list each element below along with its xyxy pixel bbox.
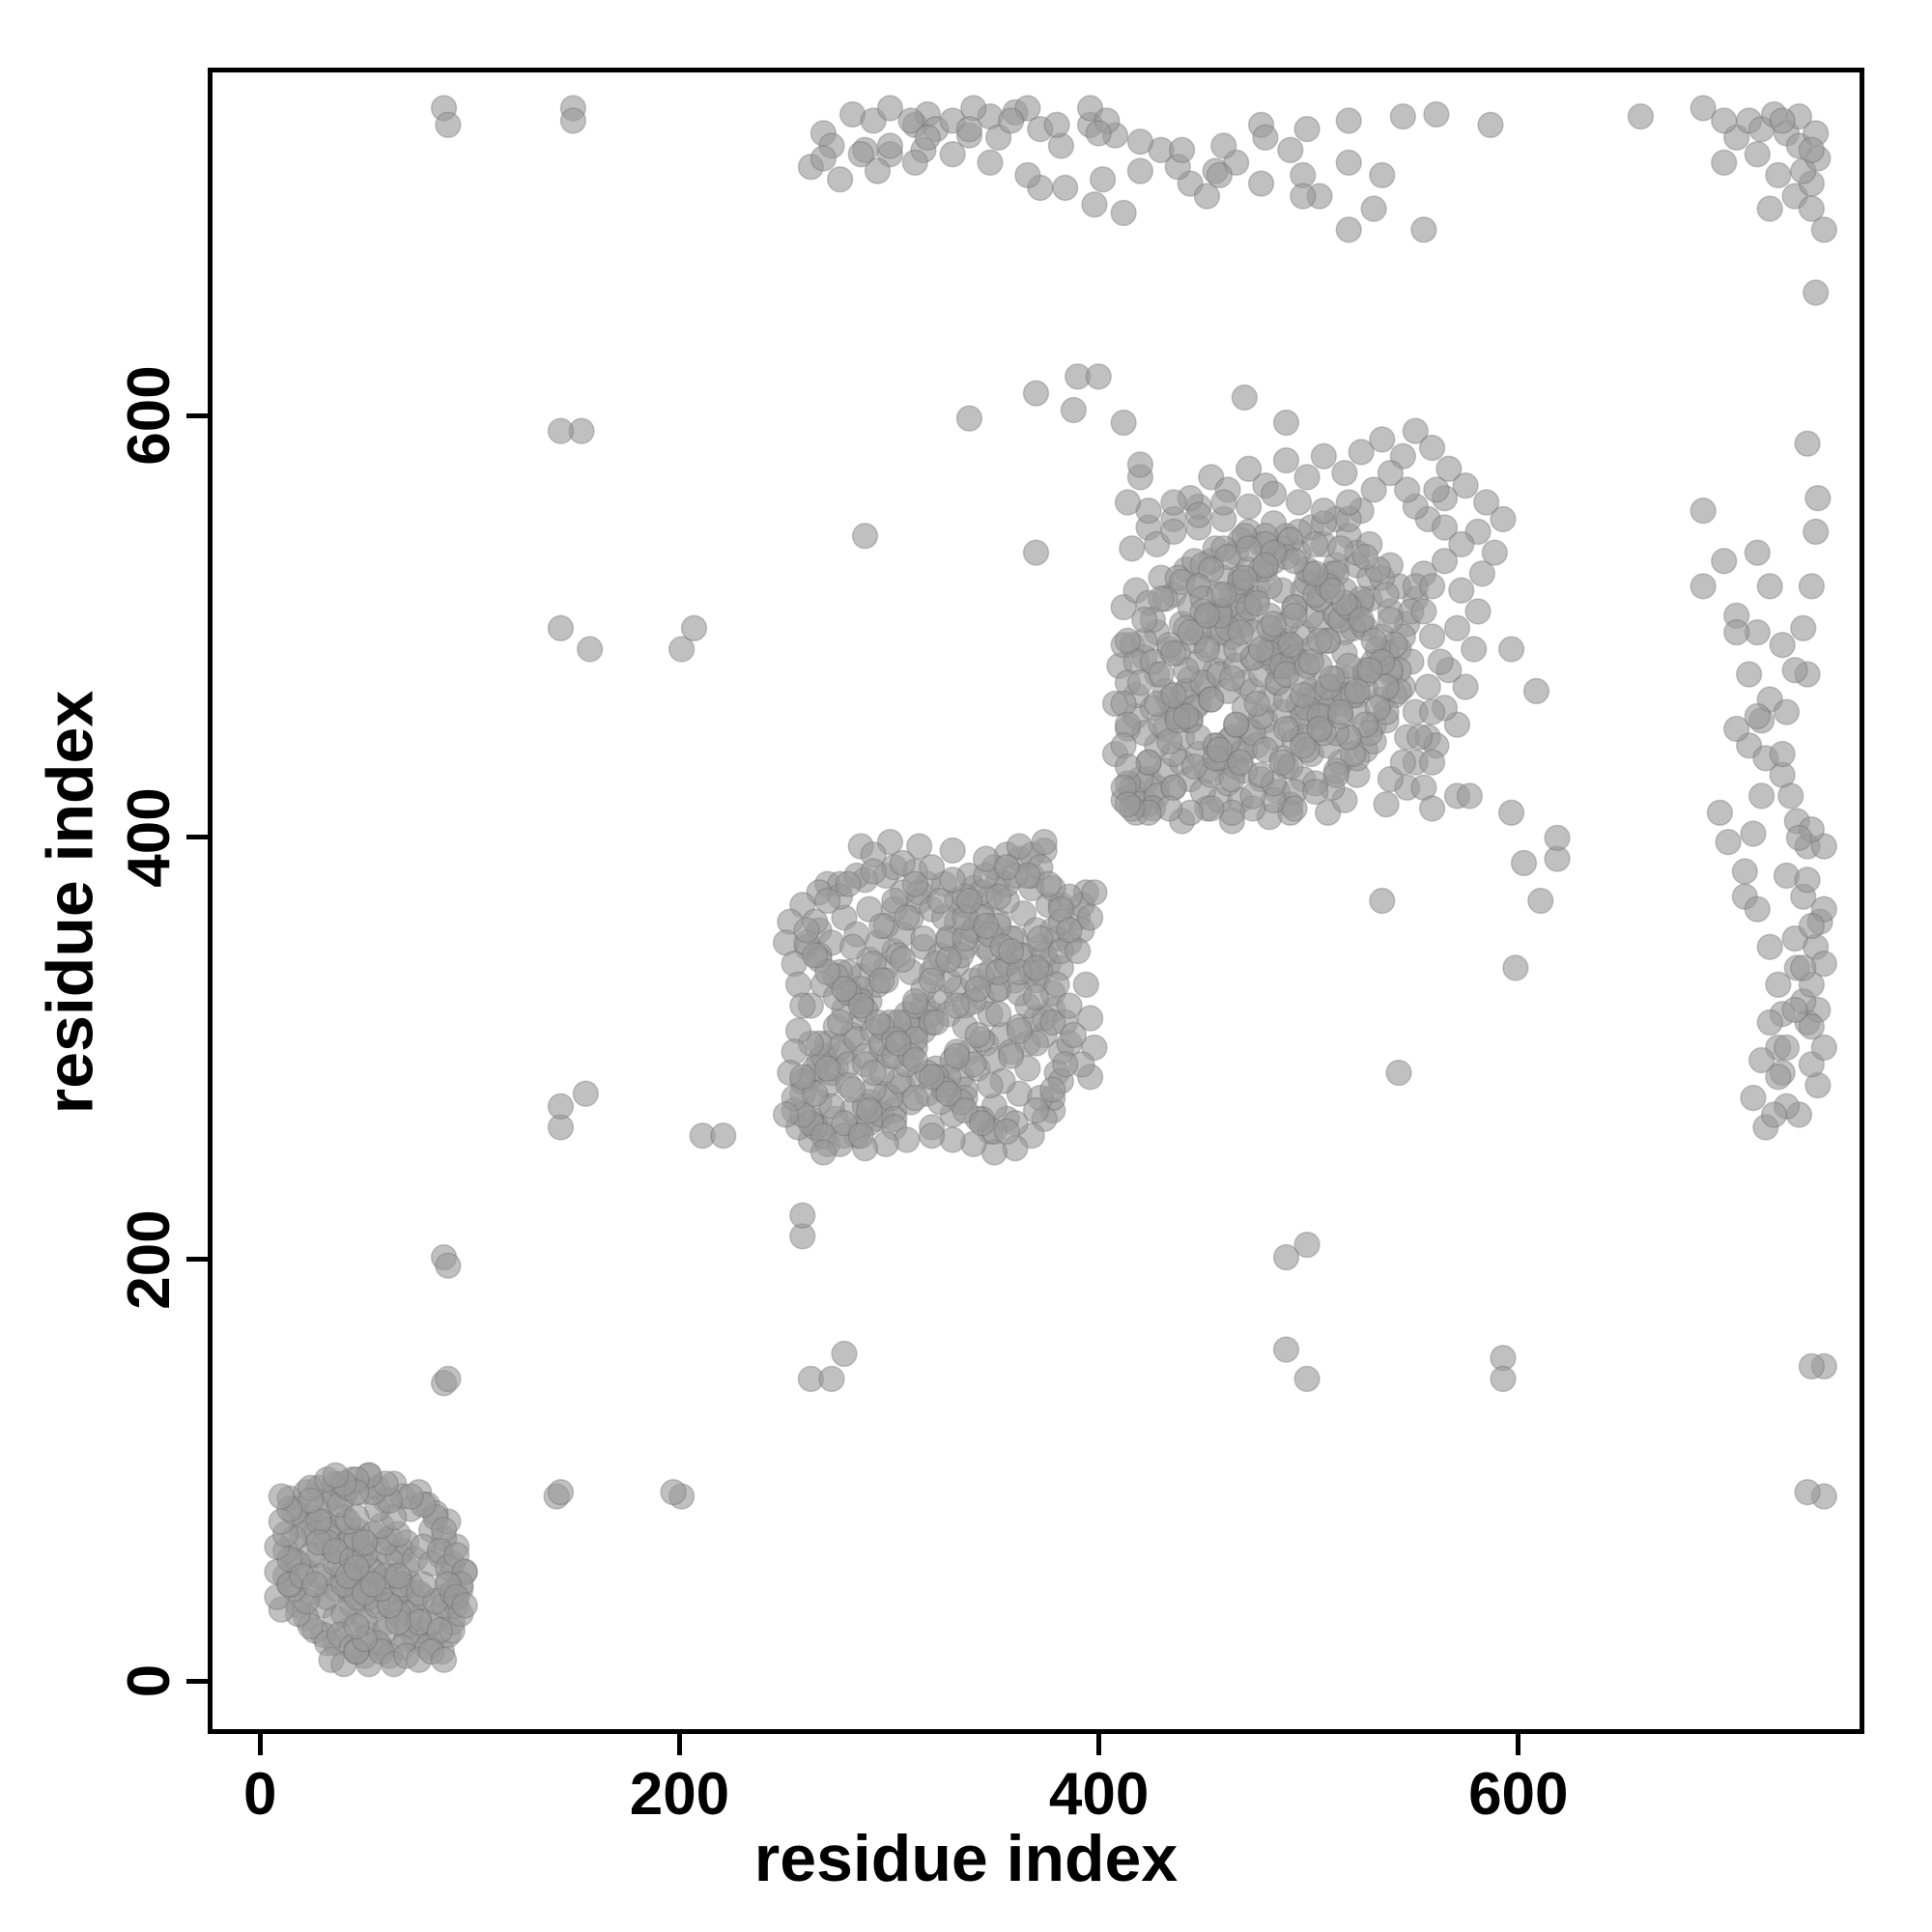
scatter-points-layer [264, 95, 1837, 1678]
x-tick-label-600: 600 [1468, 1761, 1569, 1828]
x-tick-200 [676, 1734, 682, 1755]
x-tick-label-0: 0 [243, 1761, 277, 1828]
x-tick-label-200: 200 [629, 1761, 730, 1828]
x-tick-label-400: 400 [1048, 1761, 1150, 1828]
x-tick-400 [1096, 1734, 1102, 1755]
y-tick-600 [186, 412, 208, 418]
y-axis-label: residue index [33, 690, 107, 1115]
y-tick-label-0: 0 [116, 1664, 183, 1698]
x-tick-600 [1516, 1734, 1521, 1755]
y-tick-200 [186, 1257, 208, 1263]
y-tick-label-400: 400 [116, 787, 183, 888]
x-axis-label: residue index [753, 1822, 1179, 1895]
x-tick-0 [257, 1734, 263, 1755]
y-tick-400 [186, 835, 208, 840]
y-tick-label-200: 200 [116, 1208, 183, 1310]
plot-panel [208, 68, 1864, 1734]
y-tick-0 [186, 1678, 208, 1684]
y-tick-label-600: 600 [116, 365, 183, 467]
